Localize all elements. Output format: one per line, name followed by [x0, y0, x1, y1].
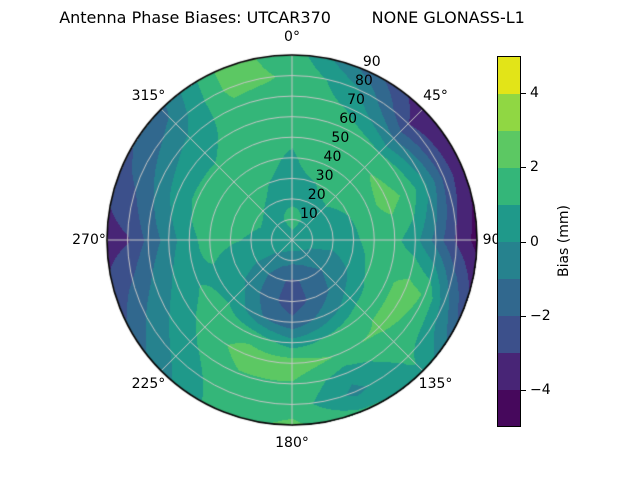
colorbar-tick-mark [521, 93, 526, 95]
theta-tick-label: 0° [284, 29, 300, 45]
radial-tick-label: 40 [323, 149, 342, 166]
theta-tick-label: 180° [275, 435, 309, 451]
page-title: Antenna Phase Biases: UTCAR370 NONE GLON… [59, 8, 525, 27]
radial-tick-label: 80 [355, 73, 373, 90]
radial-tick-label: 10 [299, 206, 318, 222]
colorbar-band [498, 130, 520, 169]
colorbar-band [498, 352, 520, 390]
radial-tick-label: 50 [331, 130, 350, 147]
colorbar-tick-label: −4 [530, 381, 551, 398]
theta-tick-label: 315° [131, 88, 166, 105]
colorbar-band [498, 204, 520, 242]
radial-tick-label: 90 [362, 54, 381, 71]
colorbar-band [498, 57, 520, 95]
colorbar-band [498, 389, 520, 427]
theta-tick-label: 270° [72, 232, 106, 248]
radial-tick-label: 60 [339, 111, 358, 128]
colorbar-band [498, 278, 520, 316]
colorbar-tick-label: 0 [530, 233, 539, 250]
colorbar-tick-mark [521, 241, 526, 243]
colorbar-band [498, 167, 520, 206]
colorbar-tick-mark [521, 167, 526, 169]
colorbar-band [498, 315, 520, 353]
theta-tick-label: 45° [423, 88, 448, 105]
colorbar-tick-mark [521, 315, 526, 317]
colorbar-band [498, 93, 520, 132]
colorbar-tick-label: 4 [530, 85, 539, 102]
colorbar [497, 56, 521, 427]
colorbar-axis-label: Bias (mm) [556, 204, 572, 278]
radial-tick-label: 70 [347, 92, 365, 109]
radial-tick-label: 30 [315, 168, 334, 185]
colorbar-band [498, 241, 520, 279]
colorbar-tick-label: −2 [530, 307, 551, 324]
theta-tick-label: 135° [418, 375, 453, 392]
theta-tick-label: 225° [131, 375, 166, 392]
colorbar-tick-label: 2 [530, 159, 539, 176]
colorbar-tick-mark [521, 389, 526, 391]
radial-tick-label: 20 [307, 187, 326, 204]
